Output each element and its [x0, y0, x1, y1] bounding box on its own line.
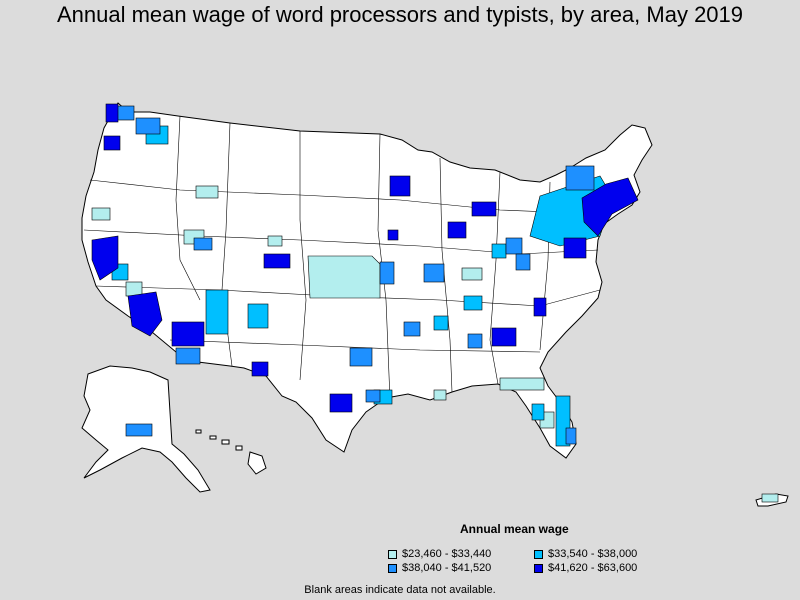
- legend-item-tier-3: $38,040 - $41,520: [388, 562, 491, 574]
- legend-swatch: [534, 563, 543, 573]
- areas-tier-1: [91, 185, 779, 503]
- hawaii-islands: [195, 429, 267, 475]
- legend-label: $33,540 - $38,000: [548, 548, 638, 560]
- legend-label: $41,620 - $63,600: [548, 562, 638, 574]
- legend-item-tier-2: $33,540 - $38,000: [534, 548, 637, 560]
- legend-label: $23,460 - $33,440: [402, 548, 492, 560]
- map-title: Annual mean wage of word processors and …: [56, 2, 744, 27]
- legend-item-tier-1: $23,460 - $33,440: [388, 548, 491, 560]
- areas-tier-4: [91, 103, 639, 413]
- legend-swatch: [388, 563, 397, 573]
- legend-swatch: [388, 549, 397, 559]
- areas-tier-3: [97, 105, 595, 445]
- legend-label: $38,040 - $41,520: [402, 562, 492, 574]
- legend-title: Annual mean wage: [460, 522, 569, 536]
- legend-swatch: [534, 549, 543, 559]
- footnote: Blank areas indicate data not available.: [304, 584, 496, 596]
- legend-item-tier-4: $41,620 - $63,600: [534, 562, 637, 574]
